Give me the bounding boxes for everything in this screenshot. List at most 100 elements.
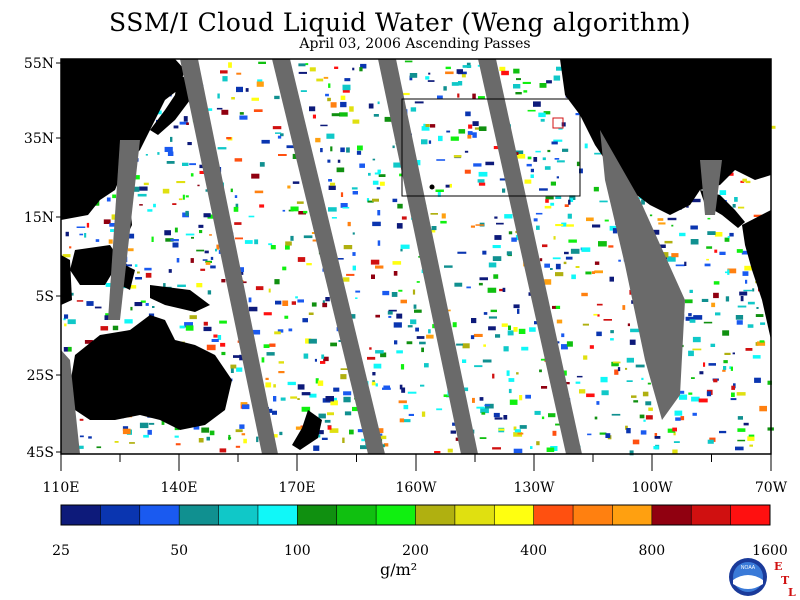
cloud-pixel [255,286,264,291]
cloud-pixel [472,93,476,99]
cloud-pixel [320,124,328,127]
cloud-pixel [280,133,284,137]
land-south-america [742,210,771,340]
cloud-pixel [483,312,488,315]
cloud-pixel [122,428,131,435]
cloud-pixel [547,149,551,153]
cloud-pixel [501,70,509,76]
lon-label: 160W [395,480,437,496]
cloud-pixel [303,235,313,239]
cloud-pixel [156,110,162,115]
cloud-pixel [203,326,212,332]
cloud-pixel [322,300,325,305]
cloud-pixel [274,279,280,285]
cloud-pixel [599,432,607,435]
cloud-pixel [540,118,545,122]
cloud-pixel [468,124,473,129]
cloud-pixel [403,92,410,96]
cloud-pixel [675,417,681,421]
colorbar-swatch [376,505,416,525]
cloud-pixel [236,367,243,372]
cloud-pixel [479,277,488,281]
cloud-pixel [298,211,306,215]
cloud-pixel [734,197,738,202]
cloud-pixel [447,448,453,453]
cloud-pixel [217,93,220,99]
cloud-pixel [667,428,676,433]
land-new-zealand [292,410,322,450]
colorbar-tick-label: 25 [52,543,70,559]
land-asia [61,59,185,220]
cloud-pixel [203,321,208,326]
cloud-pixel [239,112,244,115]
cloud-pixel [691,377,695,379]
cloud-pixel [430,124,436,128]
land-japan [150,75,192,135]
cloud-pixel [220,70,228,74]
cloud-pixel [305,63,309,66]
cloud-pixel [650,229,660,235]
cloud-pixel [203,213,211,218]
cloud-pixel [499,288,504,292]
cloud-pixel [297,398,300,400]
cloud-pixel [298,71,307,74]
cloud-pixel [369,347,372,350]
cloud-pixel [135,277,142,280]
cloud-pixel [112,325,119,331]
cloud-pixel [423,123,426,129]
cloud-pixel [388,309,397,312]
cloud-pixel [546,80,552,84]
cloud-pixel [555,196,562,199]
cloud-pixel [380,435,387,440]
cloud-pixel [186,122,189,125]
colorbar-swatch [494,505,534,525]
cloud-pixel [280,397,286,401]
cloud-pixel [498,428,505,431]
cloud-pixel [375,350,384,354]
cloud-pixel [456,343,463,346]
cloud-pixel [428,72,431,75]
cloud-pixel [308,312,314,315]
cloud-pixel [729,366,732,369]
cloud-pixel [538,112,546,118]
cloud-pixel [611,361,619,367]
cloud-pixel [436,159,446,161]
cloud-pixel [342,84,351,91]
no-data-swaths [61,59,722,454]
cloud-pixel [605,433,611,438]
cloud-pixel [327,97,331,102]
cloud-pixel [202,259,208,261]
cloud-pixel [723,366,727,370]
cloud-pixel [594,152,601,155]
cloud-pixel [527,156,532,160]
cloud-pixel [703,321,713,324]
cloud-pixel [189,163,196,166]
cloud-pixel [352,265,356,271]
cloud-pixel [340,95,346,100]
cloud-pixel [516,154,526,159]
cloud-pixel [630,328,640,333]
cloud-pixel [482,250,487,255]
cloud-pixel [482,359,492,363]
cloud-pixel [303,210,308,214]
cloud-pixel [328,207,337,212]
cloud-pixel [533,101,541,107]
cloud-pixel [575,266,580,268]
cloud-pixel [199,164,204,169]
cloud-pixel [343,245,353,250]
cloud-pixel [435,189,444,192]
cloud-pixel [263,312,272,316]
cloud-pixel [737,416,743,420]
cloud-pixel [727,268,737,274]
cloud-pixel [377,101,380,105]
cloud-pixel [327,412,334,416]
cloud-pixel [377,210,381,216]
cloud-pixel [594,416,598,420]
cloud-pixel [604,219,609,222]
cloud-pixel [163,283,166,289]
cloud-pixel [230,367,234,373]
cloud-pixel [400,248,403,252]
cloud-pixel [268,288,271,293]
cloud-pixel [539,83,547,88]
cloud-pixel [65,231,69,237]
